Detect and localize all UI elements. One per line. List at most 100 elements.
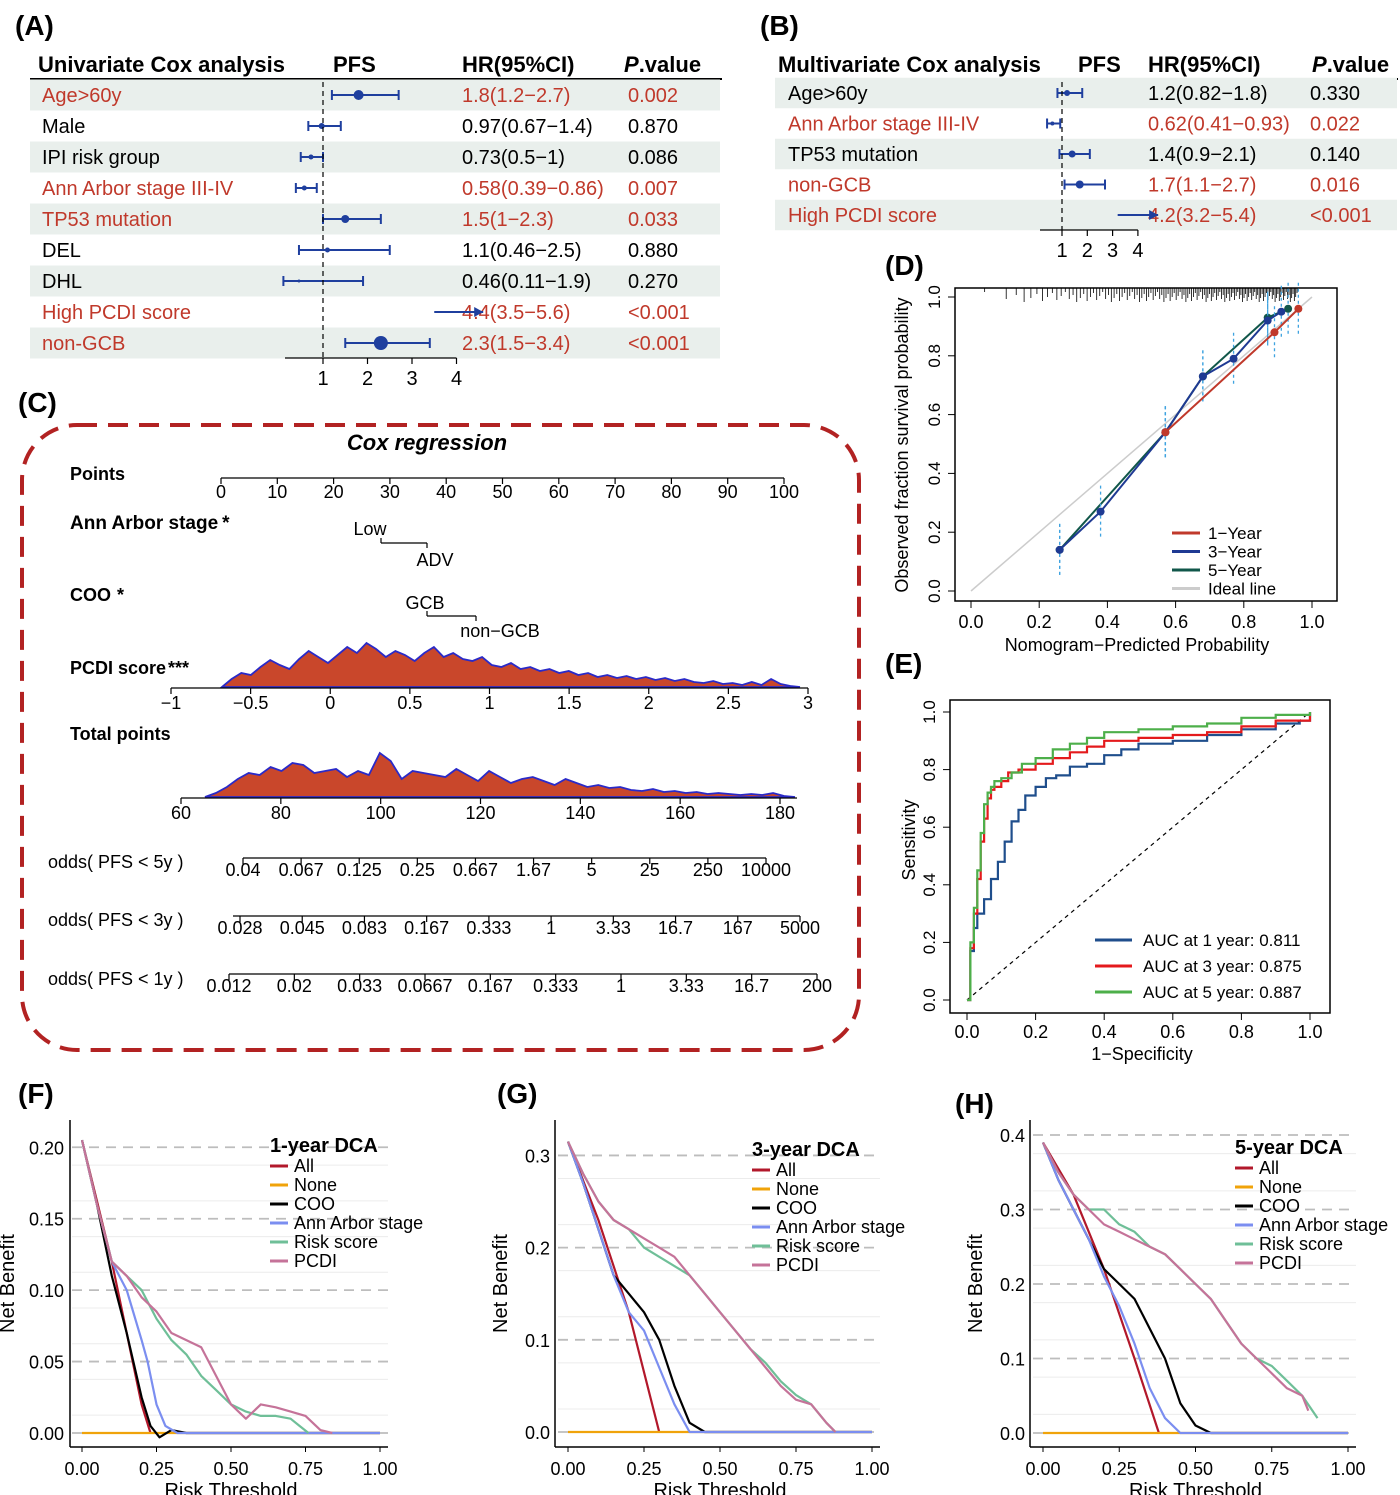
y-tick-label: 0.4: [920, 873, 939, 897]
y-tick-label: 0.0: [925, 579, 944, 603]
nomogram-tick-label: 1.5: [557, 693, 582, 713]
y-tick-label: 0.4: [925, 462, 944, 486]
row-hr: 0.97(0.67−1.4): [462, 116, 593, 138]
odds-5y-label: odds( PFS < 5y ): [48, 852, 184, 872]
pcdi-label-text: PCDI score: [70, 658, 166, 678]
coo-star: *: [117, 585, 124, 605]
ci-arrow: [474, 307, 484, 317]
y-tick-label: 0.3: [1000, 1201, 1025, 1221]
calibration-point: [1161, 428, 1170, 437]
calibration-x-label: Nomogram−Predicted Probability: [1005, 635, 1270, 655]
legend-label: None: [294, 1175, 337, 1195]
y-tick-label: 0.00: [29, 1424, 64, 1444]
roc-y-label: Sensitivity: [899, 799, 919, 880]
row-p-value: 0.330: [1310, 83, 1360, 105]
y-tick-label: 0.15: [29, 1210, 64, 1230]
nomogram-tick-label: 3: [803, 693, 813, 713]
nomogram-tick-label: 60: [171, 803, 191, 823]
row-hr: 1.5(1−2.3): [462, 209, 554, 231]
total-points-label: Total points: [70, 724, 171, 744]
nomogram-tick-label: 0.333: [466, 918, 511, 938]
roc-curve: [967, 712, 1312, 1002]
row-p-value: 0.086: [628, 147, 678, 169]
legend-label: AUC at 5 year: 0.887: [1143, 983, 1302, 1002]
points-axis-ticks: 0 10 20 30 40 50 60 70 80 90 100: [216, 478, 799, 502]
nomogram-tick-label: 180: [765, 803, 795, 823]
forest-b-hr-header: HR(95%CI): [1148, 52, 1260, 77]
total-points-ticks: 60 80 100 120 140 160 180: [171, 798, 795, 823]
roc-y-ticks: 0.0 0.2 0.4 0.6 0.8 1.0: [920, 700, 950, 1012]
ann-arbor-label: Ann Arbor stage *: [70, 513, 230, 534]
legend-label: Ideal line: [1208, 580, 1276, 599]
nomogram-tick-label: 25: [640, 860, 660, 880]
x-tick-label: 0.2: [1023, 1022, 1048, 1042]
points-label: Points: [70, 464, 125, 484]
row-hr: 0.46(0.11−1.9): [462, 271, 591, 293]
legend-label: PCDI: [1259, 1253, 1302, 1273]
row-p-value: <0.001: [628, 302, 690, 324]
pcdi-label: PCDI score ***: [70, 658, 189, 678]
forest-b-p-suffix: .value: [1327, 52, 1389, 77]
dca-curve: [1041, 1142, 1348, 1435]
forest-a-title: Univariate Cox analysis: [38, 52, 285, 77]
nomogram-tick-label: 200: [802, 976, 832, 996]
forest-a-p-italic: P: [624, 52, 639, 77]
nomogram-tick-label: 250: [693, 860, 723, 880]
nomogram-tick-label: 20: [324, 482, 344, 502]
odds-3y-ticks: 0.028 0.045 0.083 0.167 0.333 1 3.33 16.7 167 500…: [217, 916, 820, 938]
row-p-value: 0.270: [628, 271, 678, 293]
y-tick-label: 0.8: [920, 758, 939, 782]
nomogram-frame: [20, 423, 861, 1052]
nomogram-tick-label: 167: [723, 918, 753, 938]
calibration-point: [1198, 372, 1207, 381]
y-tick-label: 0.1: [1000, 1350, 1025, 1370]
row-label: non-GCB: [788, 175, 871, 197]
forest-b-p-italic: P: [1312, 52, 1327, 77]
nomogram-tick-label: 0.045: [280, 918, 325, 938]
y-tick-label: 0.6: [925, 403, 944, 427]
nomogram-tick-label: 16.7: [734, 976, 769, 996]
x-axis-label: Risk Threshold: [1129, 1480, 1262, 1495]
calibration-y-label: Observed fraction survival probability: [892, 297, 912, 592]
calibration-line: [970, 296, 1313, 592]
x-tick-label: 0.4: [1092, 1022, 1117, 1042]
forest-plot-multivariate: Multivariate Cox analysis PFS HR(95%CI) …: [775, 52, 1398, 262]
nomogram-tick-label: 3.33: [669, 976, 704, 996]
legend-label: Risk score: [1259, 1234, 1343, 1254]
total-points-density: [204, 751, 796, 798]
legend-label: Risk score: [294, 1232, 378, 1252]
row-hr: 1.4(0.9−2.1): [1148, 144, 1256, 166]
y-tick-label: 0.20: [29, 1138, 64, 1158]
x-tick-label: 0.4: [1095, 612, 1120, 632]
row-hr: 4.4(3.5−5.6): [462, 302, 570, 324]
x-tick-label: 1.0: [1297, 1022, 1322, 1042]
hr-point: [1064, 90, 1071, 96]
x-tick-label: 1.00: [362, 1459, 397, 1479]
forest-a-hr-header: HR(95%CI): [462, 52, 574, 77]
nomogram-tick-label: 1: [546, 918, 556, 938]
coo-label-text: COO: [70, 585, 111, 605]
row-label: High PCDI score: [42, 302, 191, 324]
nomogram-tick-label: 10: [267, 482, 287, 502]
dca-curve: [1042, 1141, 1310, 1412]
nomogram-tick-label: 0.04: [225, 860, 260, 880]
nomogram-tick-label: 140: [565, 803, 595, 823]
row-label: Age>60y: [42, 85, 122, 107]
nomogram-tick-label: −0.5: [233, 693, 269, 713]
row-p-value: 0.140: [1310, 144, 1360, 166]
y-tick-label: 0.4: [1000, 1126, 1025, 1146]
legend-label: AUC at 3 year: 0.875: [1143, 957, 1302, 976]
roc-chance-line: [966, 711, 1311, 1001]
calibration-point: [1294, 304, 1303, 313]
x-tick-label: 0.50: [213, 1459, 248, 1479]
row-label: TP53 mutation: [42, 209, 172, 231]
roc-x-ticks: 0.0 0.2 0.4 0.6 0.8 1.0: [954, 1013, 1323, 1042]
forest-b-title: Multivariate Cox analysis: [778, 52, 1041, 77]
nomogram-tick-label: 60: [549, 482, 569, 502]
calibration-point: [1229, 354, 1238, 363]
row-label: Male: [42, 116, 85, 138]
panel-label-b: (B): [760, 10, 799, 41]
row-p-value: 0.880: [628, 240, 678, 262]
